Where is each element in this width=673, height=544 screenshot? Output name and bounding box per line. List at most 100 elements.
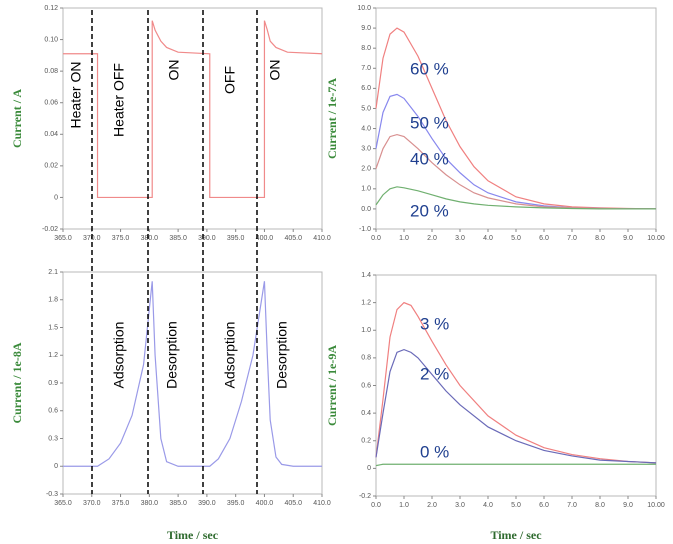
annotation: Desorption <box>274 321 290 389</box>
annotation: Heater ON <box>68 62 84 129</box>
x-tick-label: 365.0 <box>54 235 72 242</box>
x-tick-label: 7.0 <box>567 235 577 242</box>
plot-area <box>62 271 323 495</box>
y-tick-label: 1.2 <box>48 352 58 359</box>
x-tick-label: 410.0 <box>313 235 331 242</box>
x-tick-label: 2.0 <box>427 502 437 509</box>
x-tick-label: 400.0 <box>256 235 274 242</box>
series-label: 40 % <box>410 149 449 168</box>
x-tick-label: 8.0 <box>595 235 605 242</box>
x-tick-label: 370.0 <box>83 500 101 507</box>
series-label: 3 % <box>420 314 449 333</box>
y-tick-label: 10.0 <box>357 5 371 12</box>
x-tick-label: 10.00 <box>647 235 665 242</box>
y-tick-label: 4.0 <box>361 125 371 132</box>
y-tick-label: 0.08 <box>44 68 58 75</box>
y-tick-label: 2.1 <box>48 269 58 276</box>
y-tick-label: 0.3 <box>48 435 58 442</box>
x-tick-label: 395.0 <box>227 500 245 507</box>
x-tick-label: 405.0 <box>284 235 302 242</box>
x-tick-label: 4.0 <box>483 235 493 242</box>
y-axis-title: Current / 1e-9A <box>325 345 339 426</box>
x-tick-label: 3.0 <box>455 502 465 509</box>
x-tick-label: 385.0 <box>169 500 187 507</box>
y-tick-label: 0.9 <box>48 380 58 387</box>
x-tick-label: 10.00 <box>647 502 665 509</box>
y-tick-label: 1.0 <box>361 186 371 193</box>
plot-area <box>375 274 657 497</box>
y-axis-title: Current / A <box>10 89 24 148</box>
y-tick-label: 5.0 <box>361 105 371 112</box>
x-tick-label: 6.0 <box>539 235 549 242</box>
y-tick-label: -0.3 <box>46 491 58 498</box>
y-tick-label: -0.02 <box>42 226 58 233</box>
x-tick-label: 390.0 <box>198 235 216 242</box>
data-line <box>375 463 656 467</box>
x-tick-label: 0.0 <box>371 235 381 242</box>
y-tick-label: 7.0 <box>361 65 371 72</box>
x-tick-label: 0.0 <box>371 502 381 509</box>
x-tick-label: 380.0 <box>141 235 159 242</box>
annotation: Heater OFF <box>111 63 127 137</box>
x-tick-label: 400.0 <box>256 500 274 507</box>
y-tick-label: 8.0 <box>361 45 371 52</box>
x-tick-label: 395.0 <box>227 235 245 242</box>
y-tick-label: 1.2 <box>361 299 371 306</box>
x-tick-label: 6.0 <box>539 502 549 509</box>
annotation: Desorption <box>164 321 180 389</box>
x-tick-label: 3.0 <box>455 235 465 242</box>
y-tick-label: 9.0 <box>361 25 371 32</box>
data-line <box>63 20 323 199</box>
x-tick-label: 405.0 <box>284 500 302 507</box>
x-tick-label: 385.0 <box>169 235 187 242</box>
y-tick-label: 2.0 <box>361 166 371 173</box>
y-tick-label: 0 <box>367 465 371 472</box>
data-line <box>375 348 657 464</box>
y-tick-label: 6.0 <box>361 85 371 92</box>
x-tick-label: 5.0 <box>511 502 521 509</box>
y-tick-label: 3.0 <box>361 145 371 152</box>
y-tick-label: 0 <box>54 194 58 201</box>
series-label: 50 % <box>410 113 449 132</box>
y-tick-label: -0.2 <box>359 493 371 500</box>
x-tick-label: 380.0 <box>141 500 159 507</box>
x-tick-label: 9.0 <box>623 502 633 509</box>
data-line <box>375 186 656 210</box>
y-tick-label: 1.4 <box>361 272 371 279</box>
x-tick-label: 410.0 <box>313 500 331 507</box>
annotation: OFF <box>222 66 238 94</box>
annotation: Adsorption <box>111 322 127 389</box>
x-tick-label: 2.0 <box>427 235 437 242</box>
y-axis-title: Current / 1e-8A <box>10 342 24 423</box>
x-tick-label: 4.0 <box>483 502 493 509</box>
series-label: 20 % <box>410 201 449 220</box>
y-tick-label: 0.6 <box>361 382 371 389</box>
y-axis-title: Current / 1e-7A <box>325 78 339 159</box>
y-tick-label: 1.0 <box>361 327 371 334</box>
x-tick-label: 7.0 <box>567 502 577 509</box>
annotation: Adsorption <box>222 322 238 389</box>
x-tick-label: 1.0 <box>399 502 409 509</box>
y-tick-label: 0.02 <box>44 163 58 170</box>
x-axis-title: Time / sec <box>167 528 219 542</box>
x-tick-label: 375.0 <box>112 500 130 507</box>
data-line <box>63 281 322 467</box>
x-tick-label: 8.0 <box>595 502 605 509</box>
y-tick-label: 0.0 <box>361 206 371 213</box>
x-tick-label: 375.0 <box>112 235 130 242</box>
series-label: 0 % <box>420 442 449 461</box>
x-tick-label: 5.0 <box>511 235 521 242</box>
annotation: ON <box>267 60 283 81</box>
y-tick-label: -1.0 <box>359 226 371 233</box>
y-tick-label: 1.5 <box>48 324 58 331</box>
y-tick-label: 0.12 <box>44 5 58 12</box>
y-tick-label: 1.8 <box>48 297 58 304</box>
y-tick-label: 0.06 <box>44 100 58 107</box>
x-tick-label: 1.0 <box>399 235 409 242</box>
x-axis-title: Time / sec <box>490 528 542 542</box>
y-tick-label: 0.10 <box>44 36 58 43</box>
x-tick-label: 365.0 <box>54 500 72 507</box>
annotation: ON <box>166 60 182 81</box>
data-line <box>375 301 657 464</box>
